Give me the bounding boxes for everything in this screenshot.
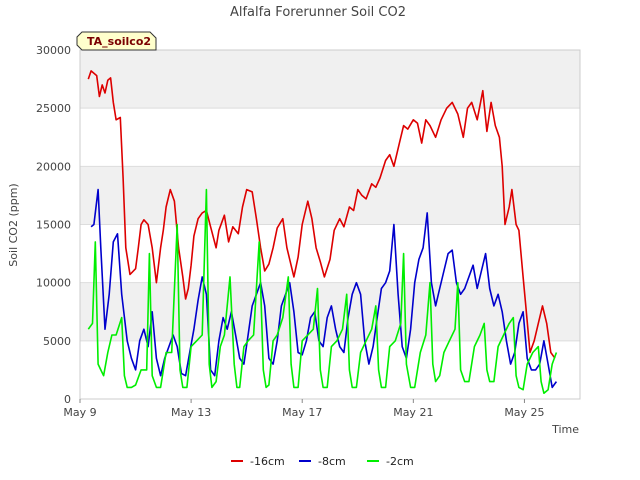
legend-label: -16cm [250, 455, 285, 468]
series-line-16cm [87, 70, 556, 359]
y-tick-label: 30000 [36, 44, 71, 57]
site-badge: TA_soilco2 [76, 31, 157, 51]
y-axis-label: Soil CO2 (ppm) [7, 183, 20, 266]
legend: -16cm -8cm -2cm [231, 455, 414, 468]
y-tick-label: 0 [64, 393, 71, 406]
legend-label: -8cm [318, 455, 346, 468]
x-axis-ticks: May 9 May 13 May 17 May 21 May 25 [63, 399, 545, 419]
x-tick-label: May 17 [282, 406, 322, 419]
x-tick-label: May 21 [393, 406, 433, 419]
y-tick-label: 25000 [36, 102, 71, 115]
y-tick-label: 15000 [36, 219, 71, 232]
plot-background-bands [80, 50, 580, 341]
plot-area [79, 49, 581, 400]
y-tick-label: 10000 [36, 277, 71, 290]
chart-title: Alfalfa Forerunner Soil CO2 [230, 5, 406, 20]
series-line-2cm [87, 188, 558, 395]
series-line-8cm [90, 188, 558, 389]
legend-label: -2cm [386, 455, 414, 468]
x-tick-label: May 25 [504, 406, 544, 419]
site-badge-box [76, 31, 157, 51]
y-axis-ticks: 0 5000 10000 15000 20000 25000 30000 [36, 44, 71, 406]
y-tick-label: 5000 [43, 335, 71, 348]
site-badge-label: TA_soilco2 [87, 35, 151, 48]
series-lines [87, 70, 558, 395]
y-tick-label: 20000 [36, 160, 71, 173]
grid-band [80, 50, 580, 109]
x-axis-label: Time [551, 423, 579, 436]
x-tick-label: May 9 [63, 406, 96, 419]
x-tick-label: May 13 [171, 406, 211, 419]
grid-band [80, 166, 580, 225]
